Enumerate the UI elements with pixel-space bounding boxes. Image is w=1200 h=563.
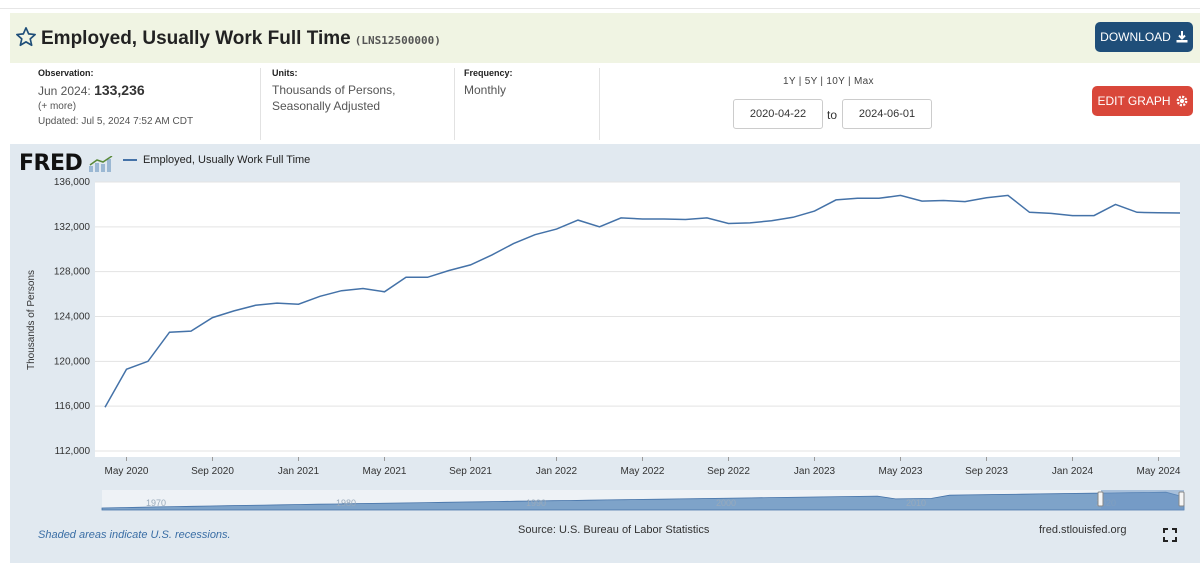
y-tick-label: 120,000 [54,356,91,367]
navigator-selection [1101,490,1184,510]
x-tick-label: May 2020 [105,466,149,477]
y-tick-label: 112,000 [55,446,91,457]
x-tick-label: May 2023 [879,466,923,477]
download-button[interactable]: DOWNLOAD [1095,22,1193,52]
y-tick-label: 116,000 [55,401,91,412]
plot-area [95,182,1180,457]
units-panel: Units: Thousands of Persons, Seasonally … [261,68,455,140]
x-tick-label: May 2022 [621,466,665,477]
x-tick-label: Sep 2022 [707,466,750,477]
navigator-year-label: 2000 [716,498,736,508]
observation-label: Observation: [38,68,94,78]
fullscreen-icon[interactable] [1163,528,1177,542]
edit-graph-button[interactable]: EDIT GRAPH [1092,86,1193,116]
navigator-year-label: 1970 [146,498,166,508]
x-tick-label: Jan 2024 [1052,466,1094,477]
title-bar: Employed, Usually Work Full Time (LNS1250… [10,13,1200,63]
y-tick-label: 132,000 [54,222,91,233]
download-label: DOWNLOAD [1100,30,1171,44]
end-date-input[interactable]: 2024-06-01 [842,99,932,129]
recession-note: Shaded areas indicate U.S. recessions. [38,529,231,541]
download-icon [1176,31,1188,43]
series-title: Employed, Usually Work Full Time [41,28,351,49]
frequency-label: Frequency: [464,68,513,78]
x-tick-label: May 2024 [1137,466,1181,477]
frequency-panel: Frequency: Monthly [455,68,600,140]
series-line [104,194,1181,408]
legend-label: Employed, Usually Work Full Time [143,154,311,166]
x-tick-label: Sep 2023 [965,466,1008,477]
y-axis-label: Thousands of Persons [26,270,37,370]
series-id: (LNS12500000) [354,34,441,47]
chart-trend-icon [89,155,113,172]
chart[interactable]: 112,000 116,000 120,000 124,000 128,000 132,0… [10,144,1200,519]
navigator-year-label: 2010 [906,498,926,508]
units-line2: Seasonally Adjusted [272,99,381,113]
x-tick-label: Sep 2021 [449,466,492,477]
y-tick-label: 128,000 [54,267,91,278]
frequency-value: Monthly [464,83,507,97]
date-to-label: to [827,108,838,122]
observation-panel: Observation: Jun 2024: 133,236 (+ more) … [28,68,261,140]
navigator-year-label: 1980 [336,498,356,508]
top-strip [0,0,1200,9]
edit-graph-label: EDIT GRAPH [1097,94,1171,108]
fred-logo: FRED [19,151,113,176]
graph-panel: FRED Employed, Usually Work Full Time 11… [10,144,1200,563]
observation-number: 133,236 [94,82,145,98]
x-tick-label: May 2021 [363,466,407,477]
updated-text: Updated: Jul 5, 2024 7:52 AM CDT [38,116,194,127]
fred-logo-text: FRED [19,151,83,176]
navigator-year-label: 1990 [526,498,546,508]
x-tick-label: Jan 2022 [536,466,578,477]
y-tick-label: 124,000 [54,312,91,323]
source-note: Source: U.S. Bureau of Labor Statistics [518,524,710,536]
range-presets[interactable]: 1Y | 5Y | 10Y | Max [783,76,874,87]
observation-date: Jun 2024: [38,84,91,98]
navigator-handle-right [1178,491,1185,507]
y-tick-label: 136,000 [54,177,91,188]
observation-value: Jun 2024: 133,236 [38,82,260,99]
page-title: Employed, Usually Work Full Time (LNS1250… [41,28,441,50]
more-link[interactable]: (+ more) [38,101,77,112]
site-link[interactable]: fred.stlouisfed.org [1039,524,1127,536]
units-line1: Thousands of Persons, [272,83,396,97]
start-date-input[interactable]: 2020-04-22 [733,99,823,129]
gear-icon [1176,95,1187,107]
x-tick-label: Sep 2020 [191,466,234,477]
star-icon[interactable] [15,26,37,48]
x-tick-label: Jan 2021 [278,466,320,477]
navigator-area [101,491,1185,511]
units-label: Units: [272,68,298,78]
x-tick-label: Jan 2023 [794,466,836,477]
legend-swatch [123,159,137,161]
navigator-handle-left [1097,491,1104,507]
chart-legend: Employed, Usually Work Full Time [123,154,310,166]
